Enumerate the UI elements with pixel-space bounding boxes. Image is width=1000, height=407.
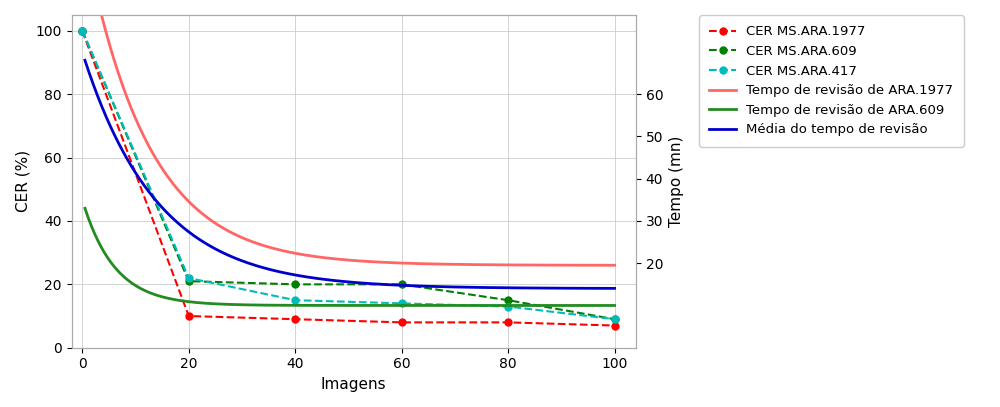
CER MS.ARA.609 [609,317,621,322]
Tempo de revisão de ARA.1977 [596,263,608,268]
Tempo de revisão de ARA.1977 [366,259,378,264]
Média do tempo de revisão [596,286,608,291]
Line: Tempo de revisão de ARA.609: Tempo de revisão de ARA.609 [85,208,615,306]
CER MS.ARA.1977 [76,28,88,33]
Tempo de revisão de ARA.1977 [513,263,525,267]
Média do tempo de revisão [334,279,346,284]
CER MS.ARA.417 [502,304,514,309]
Média do tempo de revisão [394,283,406,288]
Tempo de revisão de ARA.609 [609,303,621,308]
Tempo de revisão de ARA.1977 [609,263,621,268]
CER MS.ARA.609 [76,28,88,33]
CER MS.ARA.609 [289,282,301,287]
CER MS.ARA.1977 [183,313,195,318]
Line: CER MS.ARA.609: CER MS.ARA.609 [79,27,618,323]
Média do tempo de revisão [609,286,621,291]
Média do tempo de revisão [513,285,525,290]
Line: CER MS.ARA.1977: CER MS.ARA.1977 [79,27,618,329]
Line: Tempo de revisão de ARA.1977: Tempo de revisão de ARA.1977 [85,0,615,265]
Tempo de revisão de ARA.609 [596,303,608,308]
Tempo de revisão de ARA.609 [394,303,406,308]
Legend: CER MS.ARA.1977, CER MS.ARA.609, CER MS.ARA.417, Tempo de revisão de ARA.1977, T: CER MS.ARA.1977, CER MS.ARA.609, CER MS.… [699,15,964,147]
Tempo de revisão de ARA.609 [334,303,346,308]
Y-axis label: Tempo (mn): Tempo (mn) [669,136,684,227]
Média do tempo de revisão [366,281,378,286]
CER MS.ARA.417 [183,276,195,280]
Tempo de revisão de ARA.1977 [394,260,406,265]
CER MS.ARA.609 [396,282,408,287]
CER MS.ARA.417 [609,317,621,322]
CER MS.ARA.417 [289,298,301,303]
CER MS.ARA.1977 [609,323,621,328]
CER MS.ARA.1977 [502,320,514,325]
Tempo de revisão de ARA.1977 [330,256,342,261]
Line: CER MS.ARA.417: CER MS.ARA.417 [79,27,618,323]
CER MS.ARA.1977 [289,317,301,322]
CER MS.ARA.1977 [396,320,408,325]
Y-axis label: CER (%): CER (%) [15,150,30,212]
CER MS.ARA.609 [502,298,514,303]
Line: Média do tempo de revisão: Média do tempo de revisão [85,60,615,289]
Tempo de revisão de ARA.609 [79,206,91,211]
CER MS.ARA.609 [183,279,195,284]
CER MS.ARA.417 [396,301,408,306]
Média do tempo de revisão [330,278,342,283]
Tempo de revisão de ARA.609 [330,303,342,308]
Média do tempo de revisão [79,58,91,63]
Tempo de revisão de ARA.609 [513,303,525,308]
X-axis label: Imagens: Imagens [321,377,387,392]
Tempo de revisão de ARA.609 [366,303,378,308]
CER MS.ARA.417 [76,28,88,33]
Tempo de revisão de ARA.1977 [334,257,346,262]
